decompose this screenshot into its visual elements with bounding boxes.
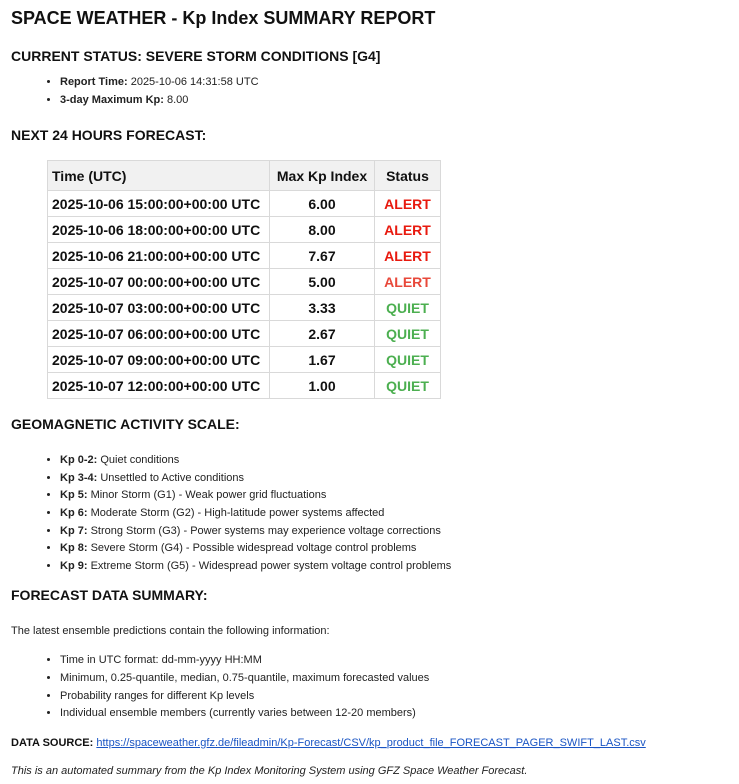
current-status-list: Report Time: 2025-10-06 14:31:58 UTC 3-d…	[11, 74, 728, 109]
max-kp-value: 8.00	[166, 93, 189, 106]
table-row: 2025-10-06 15:00:00+00:00 UTC 6.00 ALERT	[47, 190, 441, 218]
page-title: SPACE WEATHER - Kp Index SUMMARY REPORT	[11, 8, 436, 28]
scale-level-label: Kp 5:	[60, 489, 88, 502]
table-row: 2025-10-07 00:00:00+00:00 UTC 5.00 ALERT	[47, 268, 441, 296]
kp-cell: 8.00	[269, 216, 375, 244]
scale-level-description: Unsettled to Active conditions	[100, 471, 245, 484]
kp-cell: 3.33	[269, 294, 375, 322]
list-item: Report Time: 2025-10-06 14:31:58 UTC	[60, 74, 728, 92]
kp-cell: 6.00	[269, 190, 375, 218]
forecast-heading: NEXT 24 HOURS FORECAST:	[11, 127, 207, 144]
scale-level-label: Kp 9:	[60, 559, 88, 572]
summary-heading: FORECAST DATA SUMMARY:	[11, 587, 208, 604]
time-cell: 2025-10-07 06:00:00+00:00 UTC	[47, 320, 270, 348]
max-kp-label: 3-day Maximum Kp:	[60, 93, 164, 106]
time-cell: 2025-10-06 15:00:00+00:00 UTC	[47, 190, 270, 218]
scale-level-label: Kp 8:	[60, 542, 88, 555]
scale-level-description: Minor Storm (G1) - Weak power grid fluct…	[90, 489, 327, 502]
footer-note: This is an automated summary from the Kp…	[11, 764, 528, 777]
column-header-kp: Max Kp Index	[269, 160, 375, 192]
list-item: Kp 8: Severe Storm (G4) - Possible wides…	[60, 540, 728, 558]
list-item: Kp 0-2: Quiet conditions	[60, 452, 728, 470]
status-badge: QUIET	[374, 346, 441, 374]
report-time-value: 2025-10-06 14:31:58 UTC	[130, 76, 259, 88]
forecast-table-body: 2025-10-06 15:00:00+00:00 UTC 6.00 ALERT 20…	[47, 190, 441, 400]
list-item: Time in UTC format: dd-mm-yyyy HH:MM	[60, 652, 728, 670]
scale-list: Kp 0-2: Quiet conditionsKp 3-4: Unsettle…	[11, 452, 728, 575]
status-badge: QUIET	[374, 372, 441, 400]
list-item: Kp 3-4: Unsettled to Active conditions	[60, 470, 728, 488]
kp-cell: 2.67	[269, 320, 375, 348]
time-cell: 2025-10-07 00:00:00+00:00 UTC	[47, 268, 270, 296]
kp-cell: 7.67	[269, 242, 375, 270]
status-badge: ALERT	[374, 268, 441, 296]
status-badge: ALERT	[374, 190, 441, 218]
scale-level-label: Kp 0-2:	[60, 454, 98, 467]
data-source-line: DATA SOURCE: https://spaceweather.gfz.de…	[11, 736, 728, 750]
table-row: 2025-10-07 06:00:00+00:00 UTC 2.67 QUIET	[47, 320, 441, 348]
list-item: Kp 7: Strong Storm (G3) - Power systems …	[60, 523, 728, 541]
data-source-link[interactable]: https://spaceweather.gfz.de/fileadmin/Kp…	[96, 736, 646, 749]
table-row: 2025-10-06 21:00:00+00:00 UTC 7.67 ALERT	[47, 242, 441, 270]
scale-level-label: Kp 7:	[60, 524, 88, 537]
list-item: Kp 5: Minor Storm (G1) - Weak power grid…	[60, 487, 728, 505]
scale-level-description: Severe Storm (G4) - Possible widespread …	[90, 542, 417, 555]
summary-list: Time in UTC format: dd-mm-yyyy HH:MMMini…	[11, 652, 728, 722]
scale-level-description: Extreme Storm (G5) - Widespread power sy…	[90, 559, 452, 572]
table-row: 2025-10-07 09:00:00+00:00 UTC 1.67 QUIET	[47, 346, 441, 374]
status-badge: QUIET	[374, 320, 441, 348]
summary-intro: The latest ensemble predictions contain …	[11, 625, 330, 638]
time-cell: 2025-10-07 12:00:00+00:00 UTC	[47, 372, 270, 400]
scale-level-description: Quiet conditions	[100, 454, 180, 467]
list-item: Minimum, 0.25-quantile, median, 0.75-qua…	[60, 670, 728, 688]
time-cell: 2025-10-06 21:00:00+00:00 UTC	[47, 242, 270, 270]
list-item: 3-day Maximum Kp: 8.00	[60, 92, 728, 110]
forecast-table: Time (UTC) Max Kp Index Status 2025-10-0…	[47, 160, 441, 400]
list-item: Kp 6: Moderate Storm (G2) - High-latitud…	[60, 505, 728, 523]
kp-cell: 1.67	[269, 346, 375, 374]
table-row: 2025-10-07 12:00:00+00:00 UTC 1.00 QUIET	[47, 372, 441, 400]
report-time-label: Report Time:	[60, 76, 128, 88]
kp-cell: 5.00	[269, 268, 375, 296]
list-item: Individual ensemble members (currently v…	[60, 705, 728, 723]
time-cell: 2025-10-07 09:00:00+00:00 UTC	[47, 346, 270, 374]
current-status-heading: CURRENT STATUS: SEVERE STORM CONDITIONS …	[11, 48, 381, 64]
scale-level-description: Moderate Storm (G2) - High-latitude powe…	[90, 506, 385, 519]
table-row: 2025-10-06 18:00:00+00:00 UTC 8.00 ALERT	[47, 216, 441, 244]
status-badge: QUIET	[374, 294, 441, 322]
table-row: 2025-10-07 03:00:00+00:00 UTC 3.33 QUIET	[47, 294, 441, 322]
scale-level-label: Kp 6:	[60, 506, 88, 519]
scale-heading: GEOMAGNETIC ACTIVITY SCALE:	[11, 416, 240, 433]
scale-level-label: Kp 3-4:	[60, 471, 98, 484]
list-item: Probability ranges for different Kp leve…	[60, 688, 728, 706]
status-badge: ALERT	[374, 242, 441, 270]
list-item: Kp 9: Extreme Storm (G5) - Widespread po…	[60, 558, 728, 576]
kp-cell: 1.00	[269, 372, 375, 400]
status-badge: ALERT	[374, 216, 441, 244]
table-header-row: Time (UTC) Max Kp Index Status	[47, 160, 441, 192]
column-header-status: Status	[374, 160, 441, 192]
column-header-time: Time (UTC)	[47, 160, 270, 192]
time-cell: 2025-10-07 03:00:00+00:00 UTC	[47, 294, 270, 322]
time-cell: 2025-10-06 18:00:00+00:00 UTC	[47, 216, 270, 244]
scale-level-description: Strong Storm (G3) - Power systems may ex…	[90, 524, 441, 537]
data-source-label: DATA SOURCE:	[11, 736, 94, 749]
